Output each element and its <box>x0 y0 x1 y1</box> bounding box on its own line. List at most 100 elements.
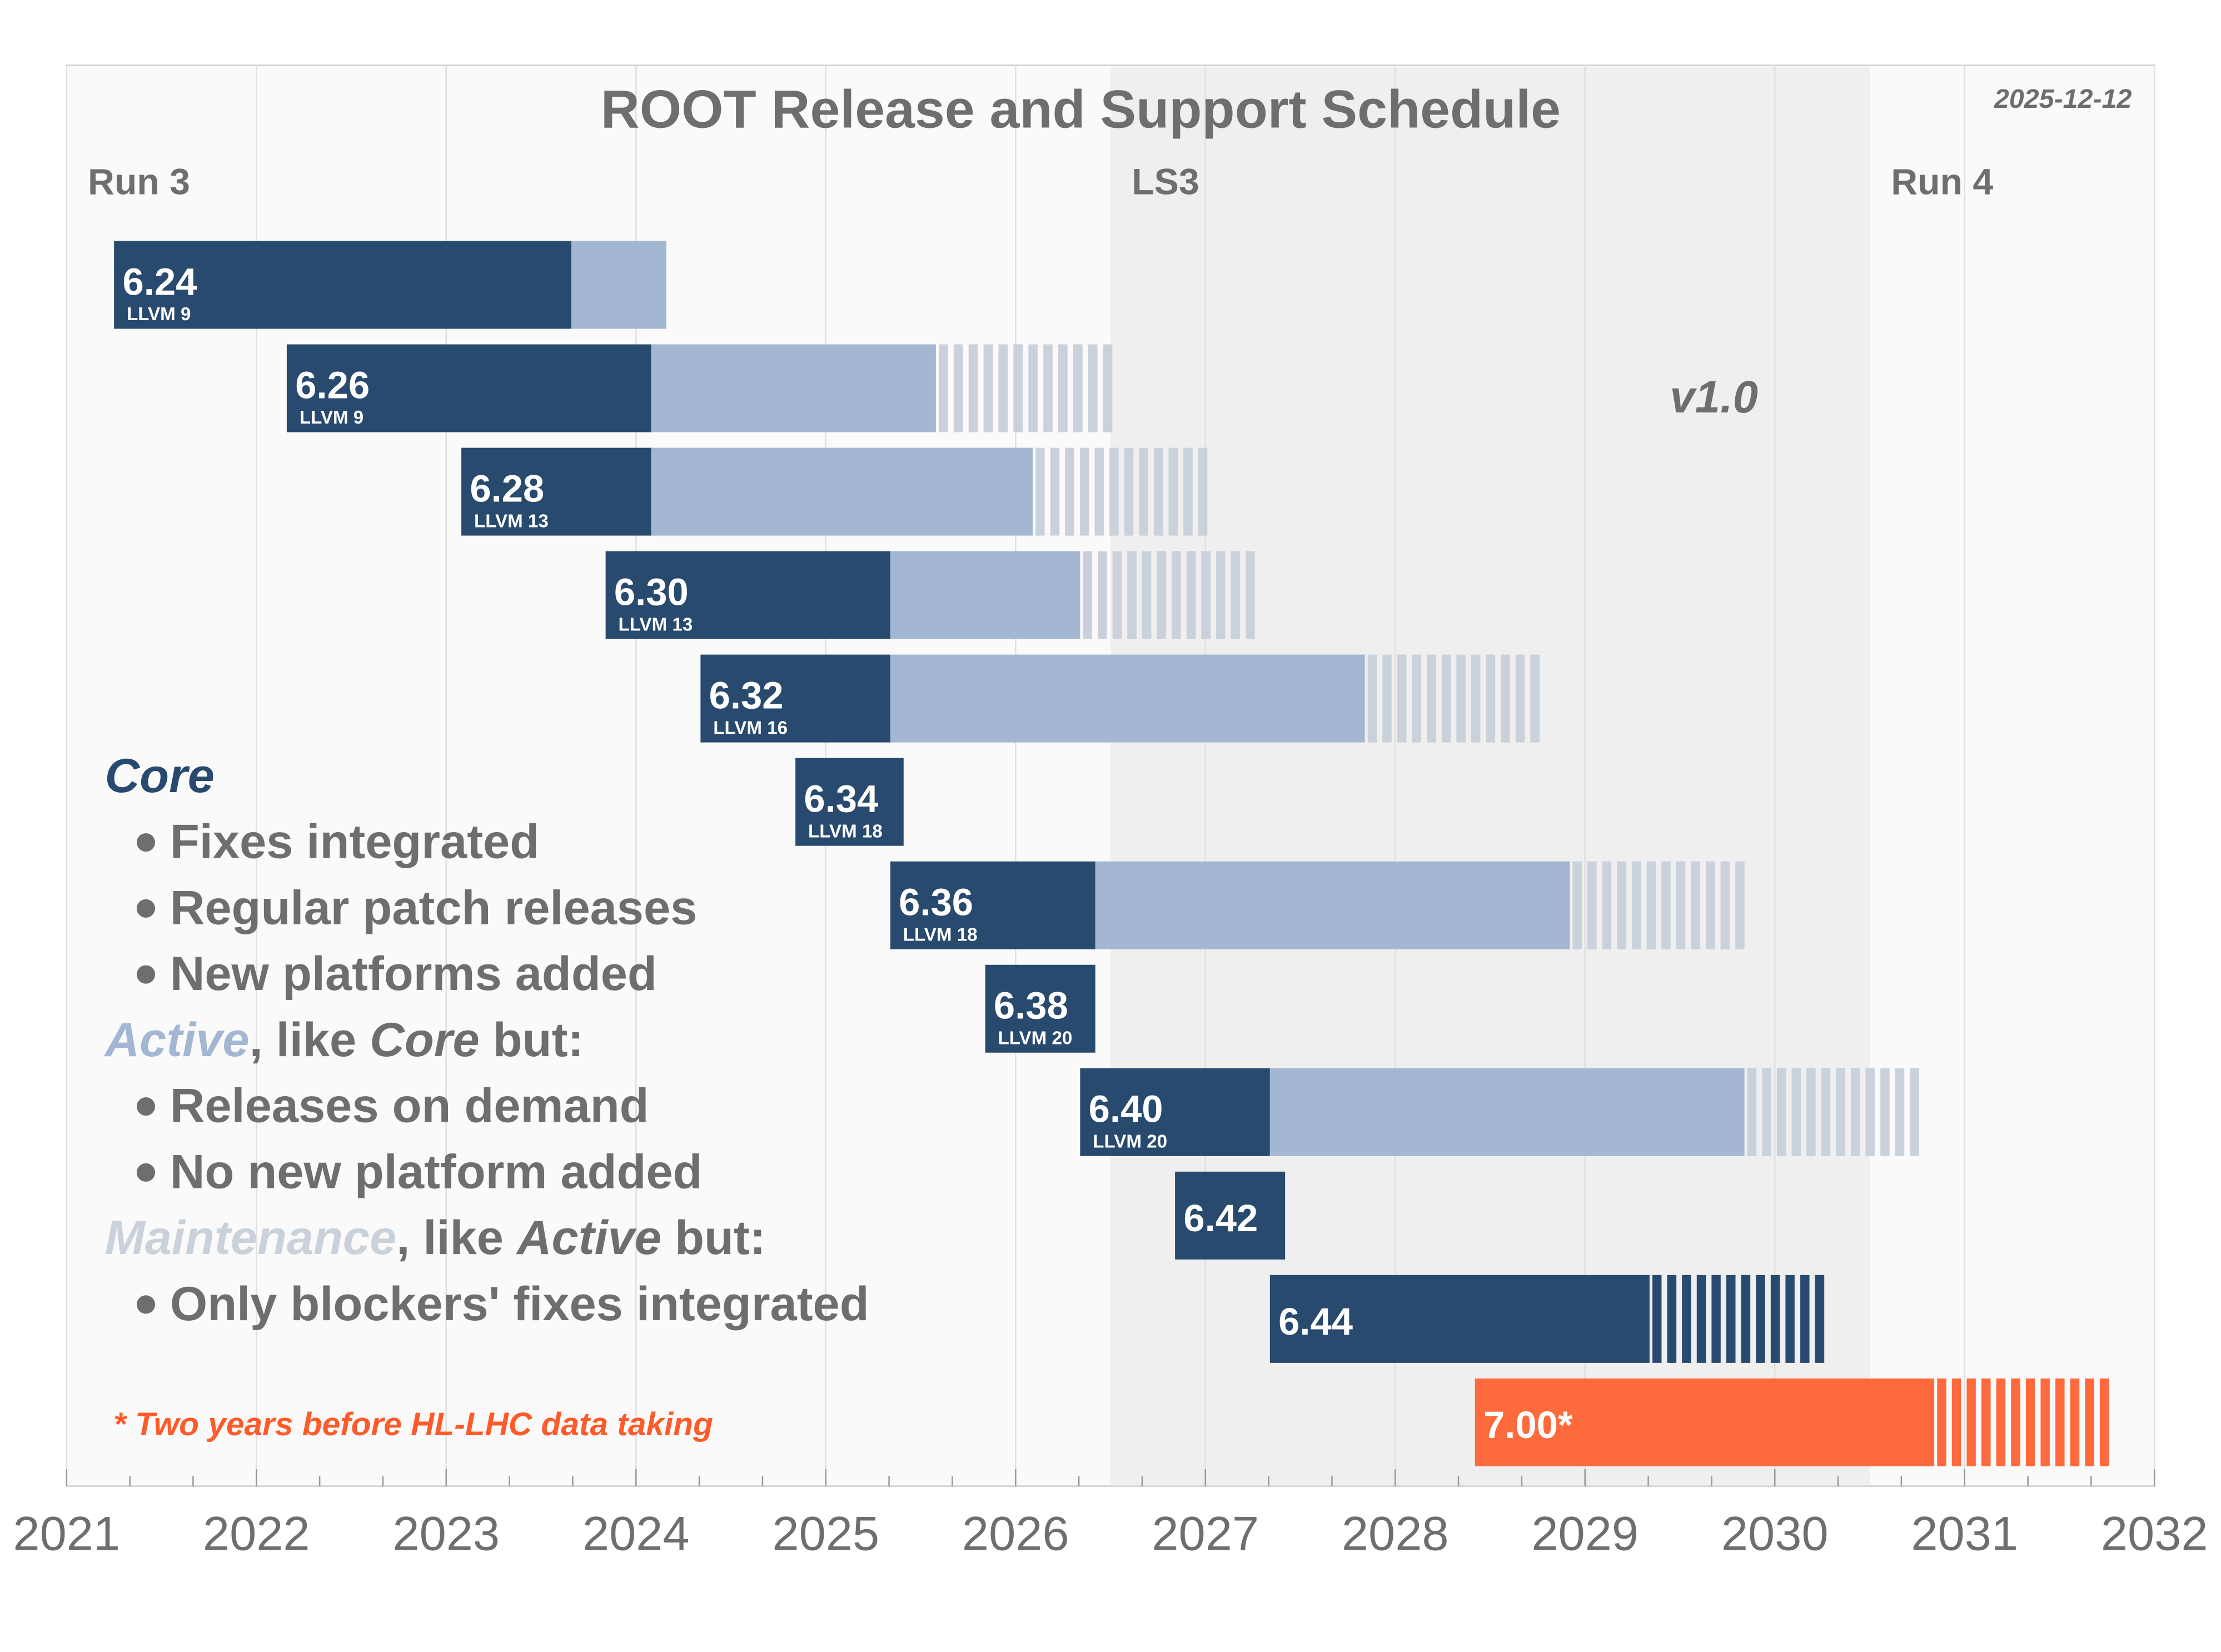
active-bar <box>890 551 1080 639</box>
core-bar <box>461 447 651 536</box>
legend-text: Core <box>105 749 215 803</box>
x-tick-label: 2028 <box>1342 1507 1449 1560</box>
maintenance-bar <box>1572 861 1750 949</box>
release-name: 6.42 <box>1183 1197 1258 1240</box>
bullet <box>136 1097 156 1116</box>
legend-line: Releases on demand <box>170 1079 649 1133</box>
period-label: Run 3 <box>88 161 190 202</box>
active-bar <box>1095 861 1570 949</box>
core-bar <box>700 654 890 743</box>
legend-text: , like <box>396 1211 517 1265</box>
legend-text: Only blockers' fixes integrated <box>170 1277 869 1331</box>
legend-text: Active <box>516 1211 661 1265</box>
llvm-version: LLVM 20 <box>1093 1132 1167 1152</box>
active-bar <box>890 654 1365 743</box>
x-tick-label: 2024 <box>582 1507 690 1560</box>
version: v1.0 <box>1670 372 1758 422</box>
core-bar <box>795 758 904 846</box>
release-name: 6.32 <box>709 674 784 716</box>
maintenance-bar <box>1652 1275 1830 1363</box>
llvm-version: LLVM 20 <box>998 1028 1073 1048</box>
core-bar <box>605 551 890 639</box>
legend-line: Fixes integrated <box>170 815 539 869</box>
legend-line: Maintenance, like Active but: <box>105 1211 766 1265</box>
chart-title: ROOT Release and Support Schedule <box>601 79 1561 140</box>
x-tick-label: 2029 <box>1531 1507 1639 1560</box>
core-bar <box>1269 1275 1650 1363</box>
bullet <box>136 965 156 984</box>
maintenance-bar <box>1937 1378 2115 1466</box>
x-tick-label: 2026 <box>962 1507 1069 1560</box>
period-label: LS3 <box>1132 161 1199 202</box>
x-tick-label: 2032 <box>2101 1507 2208 1560</box>
core-bar <box>890 861 1095 949</box>
legend-line: Regular patch releases <box>170 881 698 934</box>
release-name: 6.28 <box>470 467 544 510</box>
core-bar <box>985 964 1095 1053</box>
x-tick-label: 2021 <box>13 1507 120 1560</box>
maintenance-bar <box>938 344 1118 432</box>
active-bar <box>651 344 936 432</box>
period-shade <box>1110 67 1870 1485</box>
release-name: 6.34 <box>804 778 878 820</box>
bullet <box>136 1163 156 1182</box>
llvm-version: LLVM 18 <box>808 821 883 842</box>
release-name: 6.26 <box>295 364 370 406</box>
active-bar <box>1269 1068 1745 1156</box>
maintenance-bar <box>1367 654 1546 743</box>
active-bar <box>651 447 1033 536</box>
legend-text: New platforms added <box>170 947 657 1001</box>
legend-line: No new platform added <box>170 1145 703 1198</box>
maintenance-bar <box>1747 1068 1925 1156</box>
llvm-version: LLVM 16 <box>713 718 788 738</box>
legend-text: Active <box>104 1013 250 1067</box>
release-name: 6.24 <box>122 260 197 303</box>
legend-line: Only blockers' fixes integrated <box>170 1277 869 1331</box>
release-name: 7.00* <box>1483 1404 1573 1446</box>
llvm-version: LLVM 13 <box>619 614 693 635</box>
maintenance-bar <box>1035 447 1213 536</box>
legend-text: but: <box>661 1211 766 1265</box>
legend-line: Active, like Core but: <box>104 1013 584 1067</box>
main-layer: Run 3 LS3 Run 4 2021 2022 2023 2024 2025 2026 202… <box>13 161 2208 1560</box>
llvm-version: LLVM 9 <box>127 304 191 325</box>
release-name: 6.36 <box>899 881 973 924</box>
llvm-version: LLVM 18 <box>903 924 978 945</box>
legend-text: Releases on demand <box>170 1079 649 1133</box>
core-bar <box>1175 1171 1286 1260</box>
x-tick-label: 2030 <box>1721 1507 1829 1560</box>
release-name: 6.30 <box>614 570 689 613</box>
release-name: 6.44 <box>1278 1300 1353 1343</box>
date: 2025-12-12 <box>1994 84 2132 114</box>
x-tick-label: 2022 <box>203 1507 310 1560</box>
legend-text: , like <box>250 1013 370 1067</box>
release-name: 6.38 <box>994 984 1068 1027</box>
footnote: * Two years before HL-LHC data taking <box>113 1406 713 1442</box>
legend-text: Regular patch releases <box>170 881 698 934</box>
bullet <box>136 833 156 852</box>
maintenance-bar <box>1083 551 1261 639</box>
legend-text: Maintenance <box>105 1211 397 1265</box>
bullet <box>136 1295 156 1314</box>
bullet <box>136 899 156 918</box>
active-bar <box>571 241 666 329</box>
period-label: Run 4 <box>1891 161 1993 202</box>
core-bar <box>114 241 572 329</box>
legend-line: New platforms added <box>170 947 657 1001</box>
core-bar <box>1080 1068 1270 1156</box>
x-tick-label: 2023 <box>392 1507 500 1560</box>
llvm-version: LLVM 13 <box>474 511 549 531</box>
core-bar <box>286 344 651 432</box>
release-name: 6.40 <box>1089 1088 1163 1131</box>
legend-text: No new platform added <box>170 1145 703 1198</box>
legend-text: Fixes integrated <box>170 815 539 869</box>
legend-text: Core <box>370 1013 479 1067</box>
x-tick-label: 2031 <box>1911 1507 2018 1560</box>
legend-text: but: <box>480 1013 584 1067</box>
llvm-version: LLVM 9 <box>300 407 363 428</box>
x-tick-label: 2027 <box>1152 1507 1259 1560</box>
legend-line: Core <box>105 749 215 803</box>
x-tick-label: 2025 <box>772 1507 879 1560</box>
